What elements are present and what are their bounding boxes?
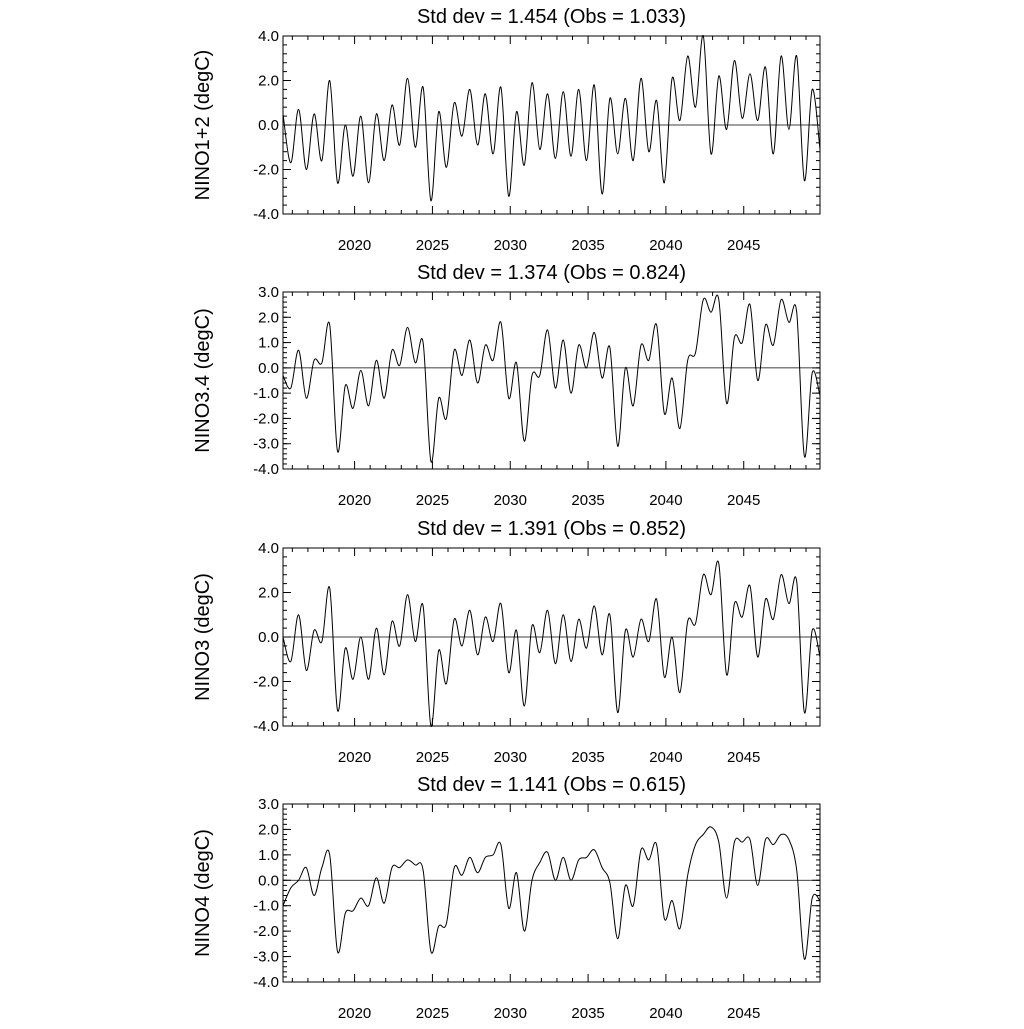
x-tick-label: 2025 (416, 1005, 449, 1022)
y-tick-label: 2.0 (258, 73, 279, 90)
chart-panel-4: Std dev = 1.141 (Obs = 0.615) NINO4 (degC… (192, 774, 821, 1022)
x-tick-label: 2045 (727, 492, 760, 509)
y-tick-label: 3.0 (258, 284, 279, 301)
y-axis-label: NINO3.4 (degC) (192, 308, 214, 453)
y-tick-label: 0.0 (258, 629, 279, 646)
y-axis-label: NINO3 (degC) (192, 573, 214, 701)
plot-frame (282, 291, 821, 470)
y-tick-label: 2.0 (258, 585, 279, 602)
chart-title: Std dev = 1.141 (Obs = 0.615) (417, 774, 686, 796)
x-tick-label: 2030 (494, 237, 527, 254)
y-tick-label: 0.0 (258, 872, 279, 889)
y-axis-label: NINO1+2 (degC) (192, 50, 214, 201)
y-tick-label: 4.0 (258, 28, 279, 45)
chart-title: Std dev = 1.391 (Obs = 0.852) (417, 518, 686, 540)
plot-frame (282, 803, 821, 983)
series-line (282, 294, 821, 463)
x-tick-label: 2035 (571, 492, 604, 509)
chart-panel-2: Std dev = 1.374 (Obs = 0.824) NINO3.4 (de… (192, 262, 821, 509)
y-tick-label: -4.0 (253, 718, 279, 735)
series-line (282, 35, 821, 202)
y-tick-label: -2.0 (253, 162, 279, 179)
chart-title: Std dev = 1.454 (Obs = 1.033) (417, 6, 686, 28)
y-tick-label: -3.0 (253, 949, 279, 966)
y-tick-label: -4.0 (253, 206, 279, 223)
x-tick-label: 2045 (727, 237, 760, 254)
y-tick-label: 4.0 (258, 540, 279, 557)
y-tick-label: 0.0 (258, 117, 279, 134)
x-tick-label: 2040 (649, 492, 682, 509)
y-tick-label: -4.0 (253, 461, 279, 478)
x-tick-label: 2040 (649, 1005, 682, 1022)
chart-title: Std dev = 1.374 (Obs = 0.824) (417, 262, 686, 284)
y-tick-label: -4.0 (253, 974, 279, 991)
x-tick-label: 2035 (571, 749, 604, 766)
y-tick-label: 1.0 (258, 335, 279, 352)
y-tick-label: -1.0 (253, 385, 279, 402)
series-line (282, 826, 821, 960)
y-tick-label: -2.0 (253, 674, 279, 691)
x-tick-label: 2025 (416, 749, 449, 766)
y-tick-label: -1.0 (253, 898, 279, 915)
x-tick-label: 2020 (338, 749, 371, 766)
y-tick-label: -2.0 (253, 410, 279, 427)
chart-panel-1: Std dev = 1.454 (Obs = 1.033) NINO1+2 (de… (192, 6, 821, 254)
x-tick-label: 2020 (338, 492, 371, 509)
x-tick-label: 2030 (494, 1005, 527, 1022)
y-tick-label: 2.0 (258, 309, 279, 326)
y-tick-label: -2.0 (253, 923, 279, 940)
x-tick-label: 2035 (571, 237, 604, 254)
x-tick-label: 2030 (494, 492, 527, 509)
y-tick-label: 0.0 (258, 360, 279, 377)
y-tick-label: 2.0 (258, 821, 279, 838)
x-tick-label: 2035 (571, 1005, 604, 1022)
y-tick-label: -3.0 (253, 436, 279, 453)
x-tick-label: 2025 (416, 492, 449, 509)
x-tick-label: 2045 (727, 749, 760, 766)
x-tick-label: 2045 (727, 1005, 760, 1022)
chart-panel-3: Std dev = 1.391 (Obs = 0.852) NINO3 (degC… (192, 518, 821, 766)
series-line (282, 560, 821, 727)
x-tick-label: 2040 (649, 749, 682, 766)
x-tick-label: 2025 (416, 237, 449, 254)
y-tick-label: 3.0 (258, 796, 279, 813)
y-axis-label: NINO4 (degC) (192, 829, 214, 957)
x-tick-label: 2020 (338, 237, 371, 254)
x-tick-label: 2020 (338, 1005, 371, 1022)
x-tick-label: 2030 (494, 749, 527, 766)
y-tick-label: 1.0 (258, 847, 279, 864)
x-tick-label: 2040 (649, 237, 682, 254)
